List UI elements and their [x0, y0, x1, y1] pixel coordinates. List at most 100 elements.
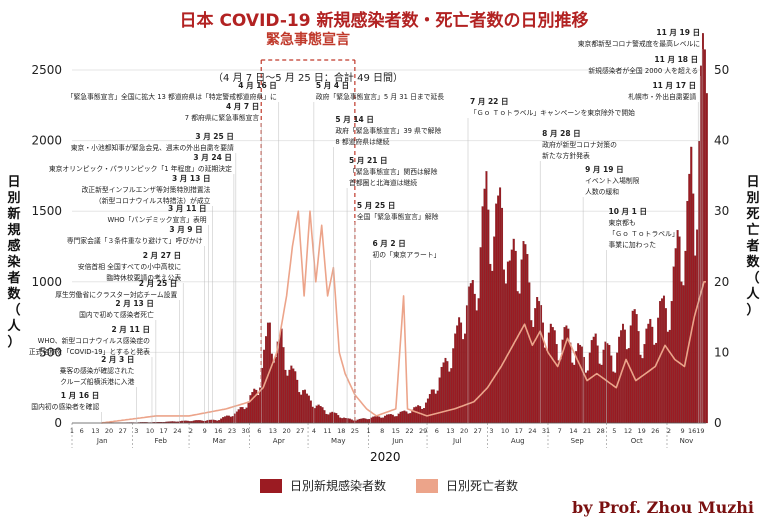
cases-bar — [475, 310, 478, 424]
annotation-text: クルーズ船横浜港に入港 — [60, 377, 134, 386]
cases-bar — [434, 393, 437, 424]
y-axis-label-right: 日別死亡者数（人） — [746, 175, 760, 318]
annotation-text: 東京オリンピック・パラリンピック「1 年程度」の延期決定 — [49, 164, 232, 173]
annotation-text: 2 月 25 日 — [139, 279, 178, 288]
cases-bar — [284, 369, 287, 424]
annotation-text: 2 月 13 日 — [115, 299, 154, 308]
cases-bar — [491, 270, 494, 424]
cases-bar — [655, 342, 658, 424]
x-axis-label: 2020 — [370, 450, 401, 464]
cases-bar — [703, 49, 706, 424]
cases-bar — [391, 414, 394, 424]
cases-bar — [698, 141, 701, 424]
cases-bar — [321, 407, 324, 424]
cases-bar — [239, 407, 242, 424]
cases-bar — [545, 350, 548, 424]
x-tick-label: 11 — [323, 427, 331, 435]
month-label: Nov — [680, 437, 694, 445]
legend-label-deaths: 日別死亡者数 — [446, 479, 519, 493]
cases-bar — [356, 419, 359, 424]
annotation-text: WHO、新型コロナウイルス感染症の — [38, 336, 151, 345]
annotation-text: 政府「緊急事態宣言」5 月 31 日まで延長 — [316, 92, 444, 101]
annotation-text: 11 月 17 日 — [652, 81, 696, 90]
annotation-text: 首都圏と北海道は継続 — [349, 178, 417, 187]
cases-bar — [288, 369, 291, 424]
cases-bar — [524, 244, 527, 424]
x-tick-label: 15 — [392, 427, 400, 435]
cases-bar — [647, 323, 650, 424]
annotation-text: 2 月 3 日 — [101, 355, 134, 364]
cases-bar — [317, 404, 320, 424]
cases-bar — [335, 413, 338, 424]
cases-bar — [701, 33, 704, 424]
cases-bar — [672, 266, 675, 424]
cases-bar — [341, 418, 344, 424]
cases-bar — [428, 394, 431, 424]
cases-bar — [508, 260, 511, 424]
x-tick-label: 29 — [419, 427, 427, 435]
x-tick-label: 2 — [667, 427, 671, 435]
cases-bar — [411, 409, 414, 424]
cases-bar — [251, 392, 254, 424]
annotation-text: 5 月 14 日 — [335, 115, 374, 124]
cases-bar — [534, 308, 537, 424]
cases-bar — [380, 417, 383, 424]
month-label: Sep — [571, 437, 585, 445]
x-tick-label: 19 — [637, 427, 645, 435]
cases-bar — [448, 371, 451, 424]
x-tick-label: 22 — [405, 427, 413, 435]
cases-bar — [477, 298, 480, 424]
y-tick-label: 500 — [39, 345, 62, 359]
x-tick-label: 27 — [119, 427, 127, 435]
annotation-text: 正式名称を「COVID-19」とすると発表 — [29, 347, 150, 356]
y2-tick-label: 20 — [714, 275, 729, 289]
cases-bar — [579, 344, 582, 424]
annotation-text: 8 都道府県は継続 — [335, 137, 389, 146]
cases-bar — [662, 295, 665, 424]
cases-bar — [329, 412, 332, 424]
cases-bar — [313, 408, 316, 424]
cases-bar — [522, 241, 525, 424]
cases-bar — [339, 417, 342, 424]
cases-bar — [661, 298, 663, 424]
cases-bar — [282, 347, 285, 424]
cases-bar — [444, 357, 447, 424]
x-tick-label: 27 — [296, 427, 304, 435]
cases-bar — [327, 414, 330, 424]
month-label: Jan — [96, 437, 108, 445]
cases-bar — [553, 330, 556, 424]
cases-bar — [409, 413, 412, 424]
legend-swatch-deaths — [416, 478, 439, 493]
cases-bar — [198, 420, 201, 424]
annotation-text: 乗客の感染が確認された — [60, 366, 135, 375]
cases-bar — [370, 417, 373, 424]
cases-bar — [503, 269, 505, 424]
cases-bar — [304, 389, 306, 424]
cases-bar — [538, 301, 541, 424]
x-tick-label: 10 — [146, 427, 154, 435]
cases-bar — [272, 362, 275, 424]
x-tick-label: 5 — [612, 427, 616, 435]
cases-bar — [382, 417, 385, 424]
cases-bar — [528, 282, 531, 424]
x-tick-label: 21 — [583, 427, 591, 435]
cases-bar — [678, 236, 681, 424]
cases-bar — [690, 146, 693, 424]
x-tick-label: 16 — [214, 427, 222, 435]
month-label: Aug — [511, 437, 525, 445]
cases-bar — [518, 293, 521, 424]
cases-bar — [305, 393, 308, 424]
cases-bar — [417, 405, 420, 424]
cases-bar — [590, 340, 593, 424]
x-tick-label: 10 — [501, 427, 509, 435]
legend-swatch-cases — [260, 478, 282, 493]
cases-bar — [426, 398, 429, 424]
annotation-text: 「緊急事態宣言」関西は解除 — [349, 167, 438, 176]
annotation-text: （新型コロナウイルス特措法）が成立 — [95, 196, 211, 205]
cases-bar — [462, 339, 465, 424]
cases-bar — [430, 389, 433, 424]
cases-bar — [688, 173, 691, 424]
cases-bar — [592, 336, 595, 424]
cases-bar — [460, 322, 463, 424]
